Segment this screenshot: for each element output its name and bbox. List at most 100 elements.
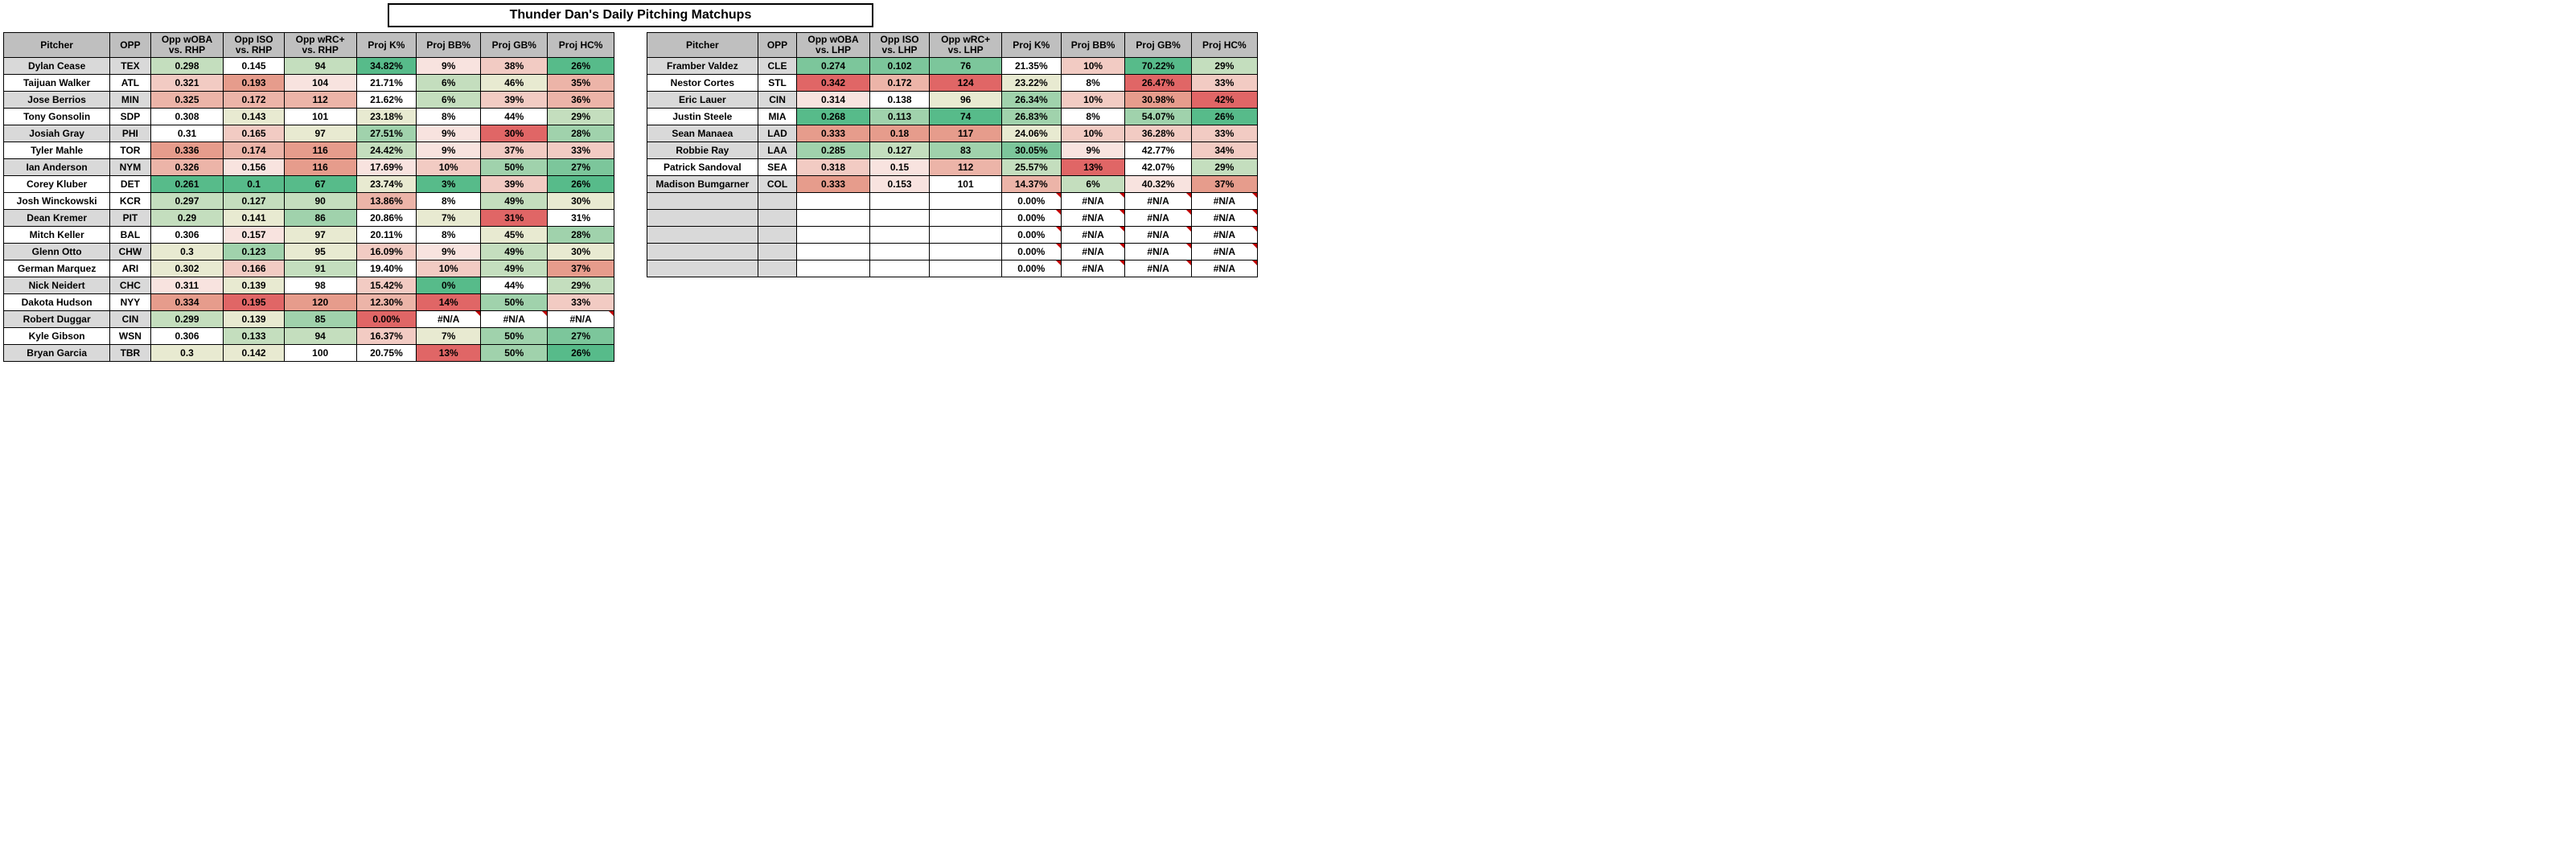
k-cell: 16.37%: [356, 328, 416, 345]
pitcher-name: Framber Valdez: [647, 58, 758, 75]
gb-cell: 50%: [481, 294, 548, 311]
woba-cell: 0.31: [150, 125, 224, 142]
lhp-row: 0.00%#N/A#N/A#N/A: [647, 244, 1258, 260]
iso-cell: 0.102: [869, 58, 930, 75]
opponent: MIN: [110, 92, 150, 109]
hc-cell: 26%: [1191, 109, 1257, 125]
k-cell: 20.86%: [356, 210, 416, 227]
hc-cell: #N/A: [1191, 210, 1257, 227]
wrc-cell: 85: [284, 311, 356, 328]
iso-cell: 0.141: [224, 210, 284, 227]
rhp-row: German MarquezARI0.3020.1669119.40%10%49…: [4, 260, 614, 277]
iso-cell: [869, 193, 930, 210]
pitcher-name: [647, 260, 758, 277]
wrc-cell: 86: [284, 210, 356, 227]
lhp-row: Eric LauerCIN0.3140.1389626.34%10%30.98%…: [647, 92, 1258, 109]
gb-cell: 54.07%: [1125, 109, 1191, 125]
hc-cell: 33%: [548, 294, 614, 311]
woba-cell: 0.326: [150, 159, 224, 176]
lhp-header-5: Proj K%: [1001, 33, 1061, 58]
bb-cell: 9%: [1061, 142, 1125, 159]
k-cell: 26.83%: [1001, 109, 1061, 125]
bb-cell: 7%: [417, 210, 481, 227]
rhp-header-1: OPP: [110, 33, 150, 58]
wrc-cell: 94: [284, 58, 356, 75]
k-cell: 14.37%: [1001, 176, 1061, 193]
rhp-row: Josiah GrayPHI0.310.1659727.51%9%30%28%: [4, 125, 614, 142]
k-cell: 26.34%: [1001, 92, 1061, 109]
wrc-cell: 104: [284, 75, 356, 92]
woba-cell: 0.298: [150, 58, 224, 75]
opponent: NYY: [110, 294, 150, 311]
iso-cell: 0.127: [869, 142, 930, 159]
bb-cell: 14%: [417, 294, 481, 311]
bb-cell: 0%: [417, 277, 481, 294]
k-cell: 23.74%: [356, 176, 416, 193]
iso-cell: 0.138: [869, 92, 930, 109]
lhp-table: PitcherOPPOpp wOBAvs. LHPOpp ISOvs. LHPO…: [647, 32, 1258, 277]
woba-cell: 0.274: [797, 58, 869, 75]
rhp-row: Dean KremerPIT0.290.1418620.86%7%31%31%: [4, 210, 614, 227]
lhp-header-1: OPP: [758, 33, 797, 58]
pitcher-name: Glenn Otto: [4, 244, 110, 260]
wrc-cell: 124: [930, 75, 1002, 92]
iso-cell: 0.145: [224, 58, 284, 75]
bb-cell: 13%: [1061, 159, 1125, 176]
iso-cell: 0.139: [224, 277, 284, 294]
lhp-header-7: Proj GB%: [1125, 33, 1191, 58]
opponent: PHI: [110, 125, 150, 142]
bb-cell: 9%: [417, 125, 481, 142]
opponent: [758, 227, 797, 244]
k-cell: 19.40%: [356, 260, 416, 277]
wrc-cell: 96: [930, 92, 1002, 109]
lhp-row: 0.00%#N/A#N/A#N/A: [647, 193, 1258, 210]
k-cell: 12.30%: [356, 294, 416, 311]
k-cell: 21.71%: [356, 75, 416, 92]
opponent: STL: [758, 75, 797, 92]
lhp-row: 0.00%#N/A#N/A#N/A: [647, 210, 1258, 227]
hc-cell: 36%: [548, 92, 614, 109]
wrc-cell: 112: [284, 92, 356, 109]
rhp-header-6: Proj BB%: [417, 33, 481, 58]
pitcher-name: Corey Kluber: [4, 176, 110, 193]
opponent: KCR: [110, 193, 150, 210]
rhp-header-5: Proj K%: [356, 33, 416, 58]
gb-cell: 50%: [481, 345, 548, 362]
opponent: LAA: [758, 142, 797, 159]
bb-cell: 10%: [1061, 125, 1125, 142]
opponent: CHC: [110, 277, 150, 294]
wrc-cell: [930, 227, 1002, 244]
iso-cell: 0.133: [224, 328, 284, 345]
opponent: [758, 260, 797, 277]
k-cell: 17.69%: [356, 159, 416, 176]
wrc-cell: 67: [284, 176, 356, 193]
k-cell: 15.42%: [356, 277, 416, 294]
lhp-row: 0.00%#N/A#N/A#N/A: [647, 227, 1258, 244]
wrc-cell: 94: [284, 328, 356, 345]
hc-cell: 26%: [548, 176, 614, 193]
iso-cell: 0.195: [224, 294, 284, 311]
woba-cell: 0.333: [797, 125, 869, 142]
hc-cell: 27%: [548, 328, 614, 345]
bb-cell: 9%: [417, 58, 481, 75]
rhp-header-3: Opp ISOvs. RHP: [224, 33, 284, 58]
pitcher-name: Kyle Gibson: [4, 328, 110, 345]
wrc-cell: 117: [930, 125, 1002, 142]
gb-cell: 44%: [481, 109, 548, 125]
bb-cell: 8%: [417, 109, 481, 125]
wrc-cell: 90: [284, 193, 356, 210]
page-title: Thunder Dan's Daily Pitching Matchups: [388, 3, 873, 27]
pitcher-name: Dakota Hudson: [4, 294, 110, 311]
pitcher-name: Tyler Mahle: [4, 142, 110, 159]
gb-cell: #N/A: [1125, 227, 1191, 244]
bb-cell: #N/A: [417, 311, 481, 328]
gb-cell: 31%: [481, 210, 548, 227]
k-cell: 23.18%: [356, 109, 416, 125]
k-cell: 21.62%: [356, 92, 416, 109]
bb-cell: #N/A: [1061, 193, 1125, 210]
iso-cell: 0.166: [224, 260, 284, 277]
lhp-header-6: Proj BB%: [1061, 33, 1125, 58]
gb-cell: #N/A: [1125, 210, 1191, 227]
opponent: PIT: [110, 210, 150, 227]
gb-cell: 30%: [481, 125, 548, 142]
